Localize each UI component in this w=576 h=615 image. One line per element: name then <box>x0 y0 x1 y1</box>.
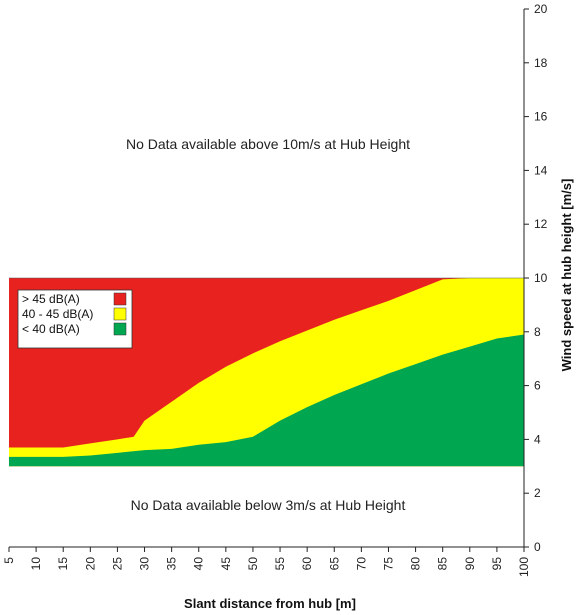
x-tick-label: 60 <box>300 557 314 571</box>
y-tick-label: 8 <box>534 325 541 339</box>
x-tick-label: 10 <box>29 557 43 571</box>
y-tick-label: 16 <box>534 110 548 124</box>
x-tick-label: 25 <box>110 557 124 571</box>
data-regions <box>9 278 524 467</box>
x-tick-label: 70 <box>354 557 368 571</box>
legend-swatch <box>113 322 127 336</box>
y-tick-label: 0 <box>534 540 541 554</box>
x-tick-label: 90 <box>463 557 477 571</box>
x-axis-ticks: 5 10 15 20 25 30 35 40 45 50 55 60 65 70 75 80 85 90 95 100 <box>2 547 531 577</box>
x-tick-label: 85 <box>436 557 450 571</box>
x-tick-label: 15 <box>56 557 70 571</box>
x-tick-label: 55 <box>273 557 287 571</box>
y-tick-label: 6 <box>534 379 541 393</box>
legend-label: < 40 dB(A) <box>22 322 80 336</box>
legend-label: 40 - 45 dB(A) <box>22 307 93 321</box>
x-tick-label: 65 <box>327 557 341 571</box>
legend-swatch <box>113 307 127 321</box>
y-tick-label: 14 <box>534 163 548 177</box>
x-tick-label: 75 <box>381 557 395 571</box>
y-tick-label: 20 <box>534 2 548 16</box>
y-axis-ticks: 0 2 4 6 8 10 12 14 16 18 20 <box>524 2 548 554</box>
x-tick-label: 50 <box>246 557 260 571</box>
x-axis-title: Slant distance from hub [m] <box>184 596 356 611</box>
x-tick-label: 95 <box>490 557 504 571</box>
y-tick-label: 18 <box>534 56 548 70</box>
x-tick-label: 100 <box>517 557 531 577</box>
y-tick-label: 10 <box>534 271 548 285</box>
x-tick-label: 5 <box>2 557 16 564</box>
annotation-below: No Data available below 3m/s at Hub Heig… <box>131 497 406 513</box>
y-tick-label: 4 <box>534 432 541 446</box>
x-tick-label: 40 <box>192 557 206 571</box>
x-tick-label: 35 <box>165 557 179 571</box>
annotation-above: No Data available above 10m/s at Hub Hei… <box>126 136 410 152</box>
x-tick-label: 45 <box>219 557 233 571</box>
legend-box <box>17 289 133 349</box>
x-tick-label: 30 <box>138 557 152 571</box>
y-tick-label: 12 <box>534 217 548 231</box>
legend-label: > 45 dB(A) <box>22 292 80 306</box>
y-tick-label: 2 <box>534 486 541 500</box>
y-axis-title: Wind speed at hub height [m/s] <box>559 179 574 372</box>
legend: > 45 dB(A)40 - 45 dB(A)< 40 dB(A) <box>17 289 133 349</box>
x-tick-label: 20 <box>83 557 97 571</box>
x-tick-label: 80 <box>409 557 423 571</box>
region-below-40 <box>9 334 524 467</box>
legend-swatch <box>113 292 127 306</box>
